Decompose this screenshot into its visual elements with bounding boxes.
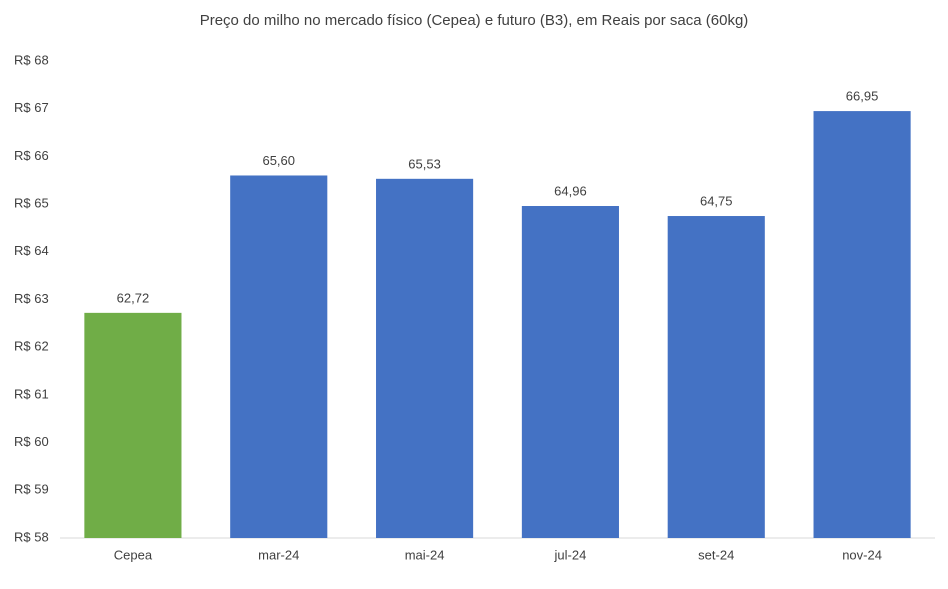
y-tick-label: R$ 67 [14,100,49,115]
bar [84,312,182,538]
data-label: 64,96 [554,183,587,198]
y-tick-label: R$ 59 [14,482,49,497]
x-tick-label: jul-24 [554,547,587,562]
x-tick-label: mar-24 [258,547,299,562]
data-label: 65,60 [262,153,295,168]
data-label: 65,53 [408,156,441,171]
bar [521,206,619,538]
y-tick-label: R$ 62 [14,339,49,354]
y-tick-label: R$ 63 [14,291,49,306]
x-tick-label: Cepea [114,547,153,562]
data-label: 66,95 [846,89,879,104]
y-tick-label: R$ 58 [14,529,49,544]
y-tick-label: R$ 65 [14,196,49,211]
x-tick-label: nov-24 [842,547,882,562]
data-label: 64,75 [700,193,733,208]
bar [230,175,328,539]
y-tick-label: R$ 66 [14,148,49,163]
y-tick-label: R$ 68 [14,52,49,67]
x-tick-label: mai-24 [405,547,445,562]
bar [813,111,911,539]
y-tick-label: R$ 60 [14,434,49,449]
bar [667,216,765,538]
chart-title: Preço do milho no mercado físico (Cepea)… [200,12,749,29]
bar [376,178,474,538]
y-tick-label: R$ 61 [14,386,49,401]
y-tick-label: R$ 64 [14,243,49,258]
data-label: 62,72 [117,290,150,305]
x-tick-label: set-24 [698,547,734,562]
